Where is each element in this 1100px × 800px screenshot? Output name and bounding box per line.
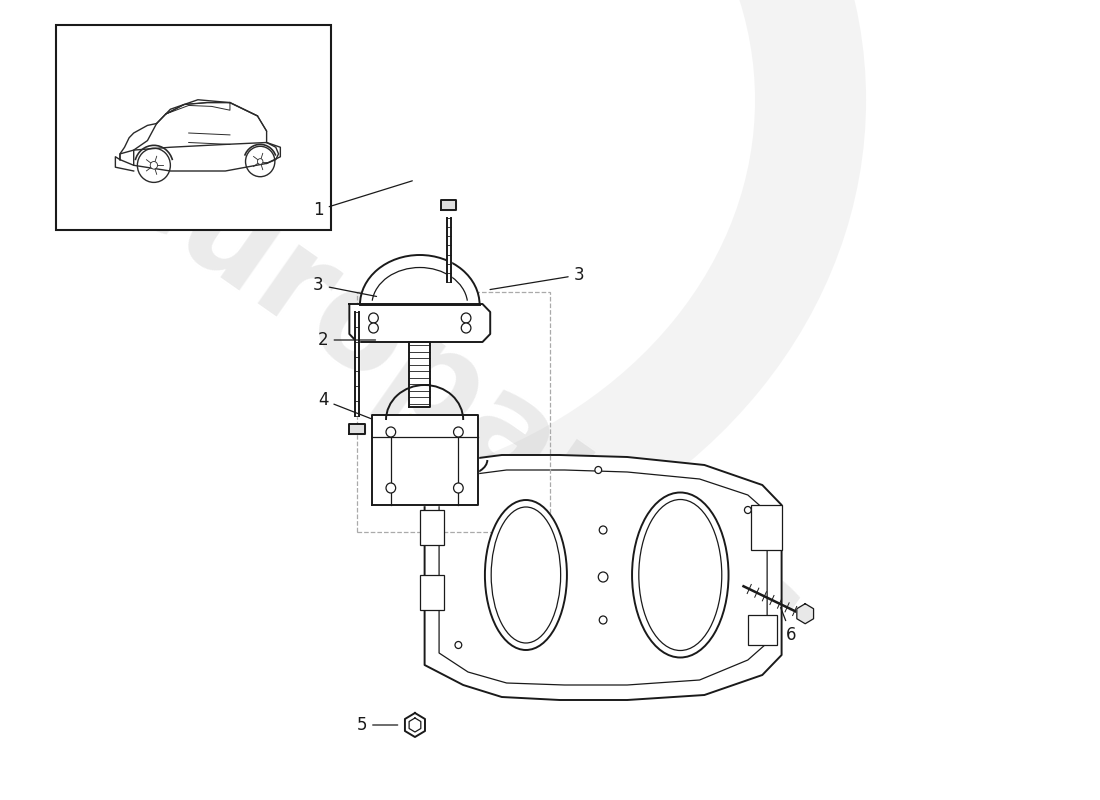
Ellipse shape: [492, 507, 561, 643]
Circle shape: [598, 572, 608, 582]
Bar: [750, 505, 782, 550]
Ellipse shape: [632, 493, 728, 658]
Circle shape: [368, 313, 378, 323]
Text: 6: 6: [781, 607, 796, 644]
Circle shape: [453, 483, 463, 493]
Polygon shape: [350, 424, 365, 434]
Polygon shape: [409, 342, 430, 407]
Polygon shape: [372, 415, 477, 505]
Text: 2: 2: [318, 331, 375, 349]
Text: 1: 1: [314, 181, 412, 219]
Text: 3: 3: [314, 276, 376, 297]
Text: 4: 4: [318, 391, 372, 419]
Ellipse shape: [639, 499, 722, 650]
Text: a passion for parts since 1985: a passion for parts since 1985: [397, 408, 703, 632]
Bar: [358, 292, 550, 532]
Polygon shape: [796, 604, 814, 624]
Text: 3: 3: [491, 266, 584, 290]
Bar: [56, 25, 331, 230]
Circle shape: [151, 162, 157, 169]
Circle shape: [600, 616, 607, 624]
Bar: [420, 575, 444, 610]
Ellipse shape: [485, 500, 566, 650]
Circle shape: [461, 323, 471, 333]
Circle shape: [461, 313, 471, 323]
Circle shape: [386, 483, 396, 493]
Circle shape: [386, 427, 396, 437]
Polygon shape: [425, 455, 782, 700]
Bar: [748, 615, 777, 645]
Text: 5: 5: [356, 716, 398, 734]
Wedge shape: [360, 243, 480, 305]
Polygon shape: [355, 312, 359, 416]
Polygon shape: [441, 200, 456, 210]
Text: europartes: europartes: [81, 113, 825, 687]
Polygon shape: [447, 218, 451, 282]
Polygon shape: [405, 713, 425, 737]
Circle shape: [745, 506, 751, 514]
Polygon shape: [350, 304, 491, 342]
Circle shape: [595, 466, 602, 474]
Circle shape: [455, 642, 462, 649]
Circle shape: [453, 427, 463, 437]
Bar: [420, 510, 444, 545]
Circle shape: [368, 323, 378, 333]
Circle shape: [257, 158, 263, 164]
Circle shape: [600, 526, 607, 534]
